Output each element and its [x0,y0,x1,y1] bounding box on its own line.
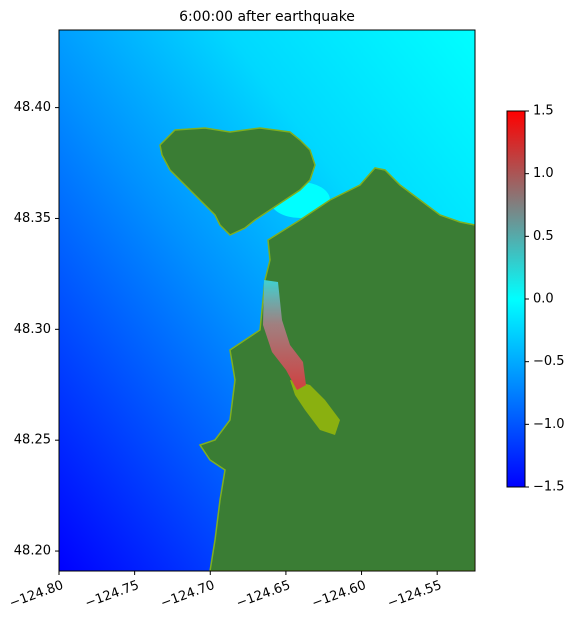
y-tick-label: 48.35 [14,211,51,226]
axes-frame [58,29,476,572]
y-tick-label: 48.40 [14,100,51,115]
chart-title: 6:00:00 after earthquake [179,9,355,25]
x-tick-label: −124.65 [234,578,292,611]
colorbar-tick-label: −1.5 [533,480,565,495]
x-tick-label: −124.70 [159,578,217,611]
colorbar-tick-label: 1.5 [533,104,554,119]
colorbar-tick-label: −1.0 [533,417,565,432]
x-tick-label: −124.55 [386,578,444,611]
y-tick-label: 48.25 [14,433,51,448]
map-image [59,30,475,571]
colorbar-tick-label: 1.0 [533,166,554,181]
x-tick-label: −124.80 [7,578,65,611]
colorbar-tick-label: 0.5 [533,229,554,244]
colorbar [506,110,526,488]
x-tick-label: −124.60 [310,578,368,611]
colorbar-tick-label: −0.5 [533,354,565,369]
y-tick-label: 48.30 [14,322,51,337]
y-tick-label: 48.20 [14,544,51,559]
x-tick-label: −124.75 [83,578,141,611]
colorbar-tick-label: 0.0 [533,292,554,307]
